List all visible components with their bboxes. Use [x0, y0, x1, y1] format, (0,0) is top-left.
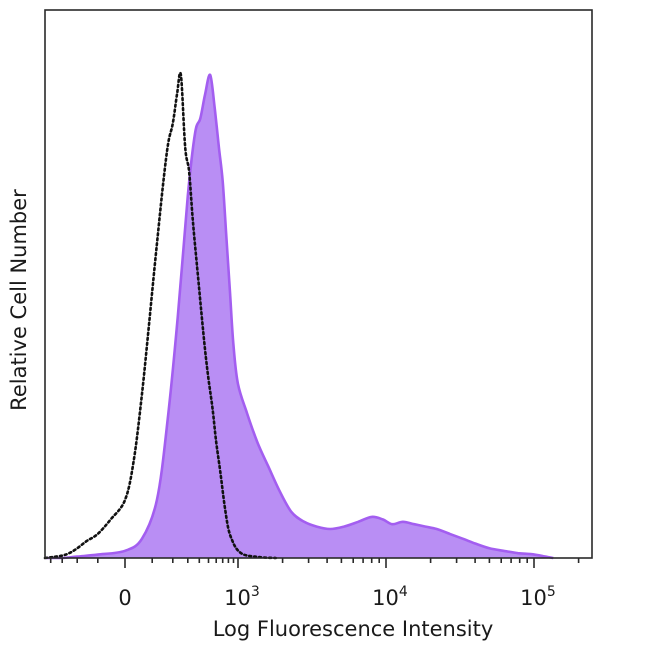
x-axis-title: Log Fluorescence Intensity	[213, 617, 494, 641]
series-stained-sample-fill	[45, 74, 554, 558]
series-stained-sample-outline	[45, 73, 554, 560]
x-tick-label: 104	[372, 584, 408, 610]
x-tick-label: 103	[224, 584, 260, 610]
plot-frame	[44, 9, 593, 559]
series-layer	[43, 71, 554, 560]
x-axis-ticks	[49, 558, 580, 568]
x-tick-label: 105	[520, 584, 556, 610]
plot-background	[45, 10, 592, 558]
y-axis-title: Relative Cell Number	[7, 189, 31, 411]
x-axis-tick-labels: 0 103 104 105	[118, 584, 556, 610]
series-isotype-control-line	[43, 71, 278, 560]
x-tick-label: 0	[118, 586, 131, 610]
